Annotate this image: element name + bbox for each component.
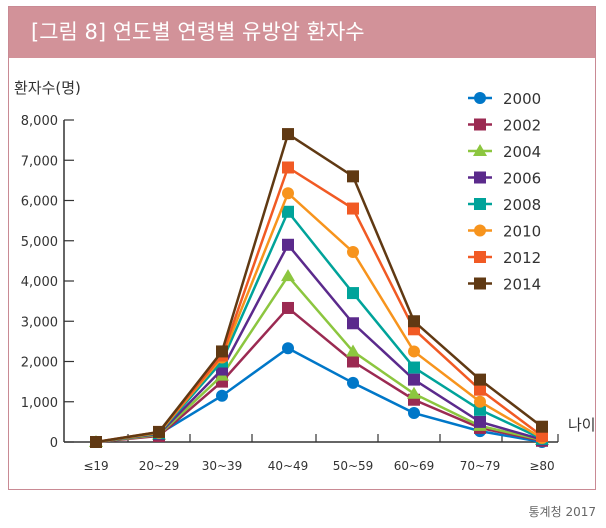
legend-marker-2008 <box>474 198 486 210</box>
figure-frame: [그림 8] 연도별 연령별 유방암 환자수 <box>8 6 596 490</box>
data-point-2010 <box>347 246 359 259</box>
y-tick-label: 6,000 <box>21 195 58 210</box>
data-point-2006 <box>347 317 359 330</box>
data-point-2000 <box>216 389 228 402</box>
x-tick-label: 20~29 <box>139 459 180 473</box>
legend-label-2008: 2008 <box>503 196 541 214</box>
x-tick-label: 70~79 <box>460 459 501 473</box>
y-tick-label: 5,000 <box>21 235 58 250</box>
legend-marker-2012 <box>474 251 486 263</box>
data-point-2006 <box>408 373 420 386</box>
figure-title: [그림 8] 연도별 연령별 유방암 환자수 <box>9 7 595 58</box>
series-line-2002 <box>95 306 543 444</box>
data-point-2014 <box>474 373 486 386</box>
data-point-2000 <box>282 342 294 355</box>
legend-marker-2010 <box>474 224 486 237</box>
data-point-2014 <box>153 425 165 438</box>
y-tick-label: 2,000 <box>21 356 58 371</box>
data-point-2014 <box>216 345 228 358</box>
x-tick-label: 40~49 <box>268 459 309 473</box>
data-point-2004 <box>281 269 295 282</box>
legend-label-2004: 2004 <box>503 143 541 161</box>
y-tick-label: 0 <box>50 436 58 451</box>
legend-marker-2014 <box>474 277 486 290</box>
data-point-2014 <box>90 436 102 448</box>
data-point-2004 <box>407 386 421 399</box>
legend-label-2010: 2010 <box>503 223 541 241</box>
data-point-2010 <box>282 187 294 200</box>
y-tick-label: 1,000 <box>21 396 58 411</box>
data-point-2014 <box>536 420 548 433</box>
x-tick-label: 30~39 <box>202 459 243 473</box>
data-point-2006 <box>282 238 294 251</box>
data-point-2012 <box>347 202 359 215</box>
x-tick-label: ≤19 <box>83 459 108 473</box>
legend-label-2002: 2002 <box>503 117 541 135</box>
data-point-2008 <box>408 361 420 374</box>
source-label: 통계청 2017 <box>528 505 596 519</box>
data-point-2010 <box>408 345 420 358</box>
data-point-2000 <box>408 407 420 420</box>
data-point-2000 <box>347 376 359 389</box>
data-point-2012 <box>536 429 548 442</box>
x-axis-label: 나이 <box>568 416 596 434</box>
data-point-2002 <box>347 355 359 368</box>
y-tick-label: 4,000 <box>21 275 58 290</box>
x-tick-label: 50~59 <box>333 459 374 473</box>
legend-label-2006: 2006 <box>503 170 541 188</box>
data-point-2010 <box>474 395 486 408</box>
y-tick-label: 8,000 <box>21 114 58 129</box>
data-point-2008 <box>282 205 294 218</box>
legend-marker-2000 <box>474 92 486 104</box>
data-point-2012 <box>474 383 486 396</box>
data-point-2004 <box>346 344 360 357</box>
data-point-2014 <box>282 128 294 141</box>
legend-marker-2004 <box>473 144 487 156</box>
y-tick-label: 7,000 <box>21 154 58 169</box>
legend-label-2012: 2012 <box>503 249 541 267</box>
legend-marker-2006 <box>474 171 486 184</box>
data-point-2008 <box>347 287 359 300</box>
data-point-2014 <box>408 315 420 328</box>
legend-label-2014: 2014 <box>503 276 541 294</box>
data-point-2006 <box>474 415 486 428</box>
series-line-2014 <box>95 132 543 444</box>
y-tick-label: 3,000 <box>21 315 58 330</box>
legend-marker-2002 <box>474 118 486 131</box>
y-axis-label: 환자수(명) <box>14 79 81 97</box>
x-tick-label: 60~69 <box>394 459 435 473</box>
legend-label-2000: 2000 <box>503 90 541 108</box>
data-point-2014 <box>347 170 359 183</box>
data-point-2012 <box>282 161 294 174</box>
data-point-2002 <box>282 301 294 314</box>
series-line-2006 <box>95 242 543 444</box>
x-tick-label: ≥80 <box>529 459 554 473</box>
